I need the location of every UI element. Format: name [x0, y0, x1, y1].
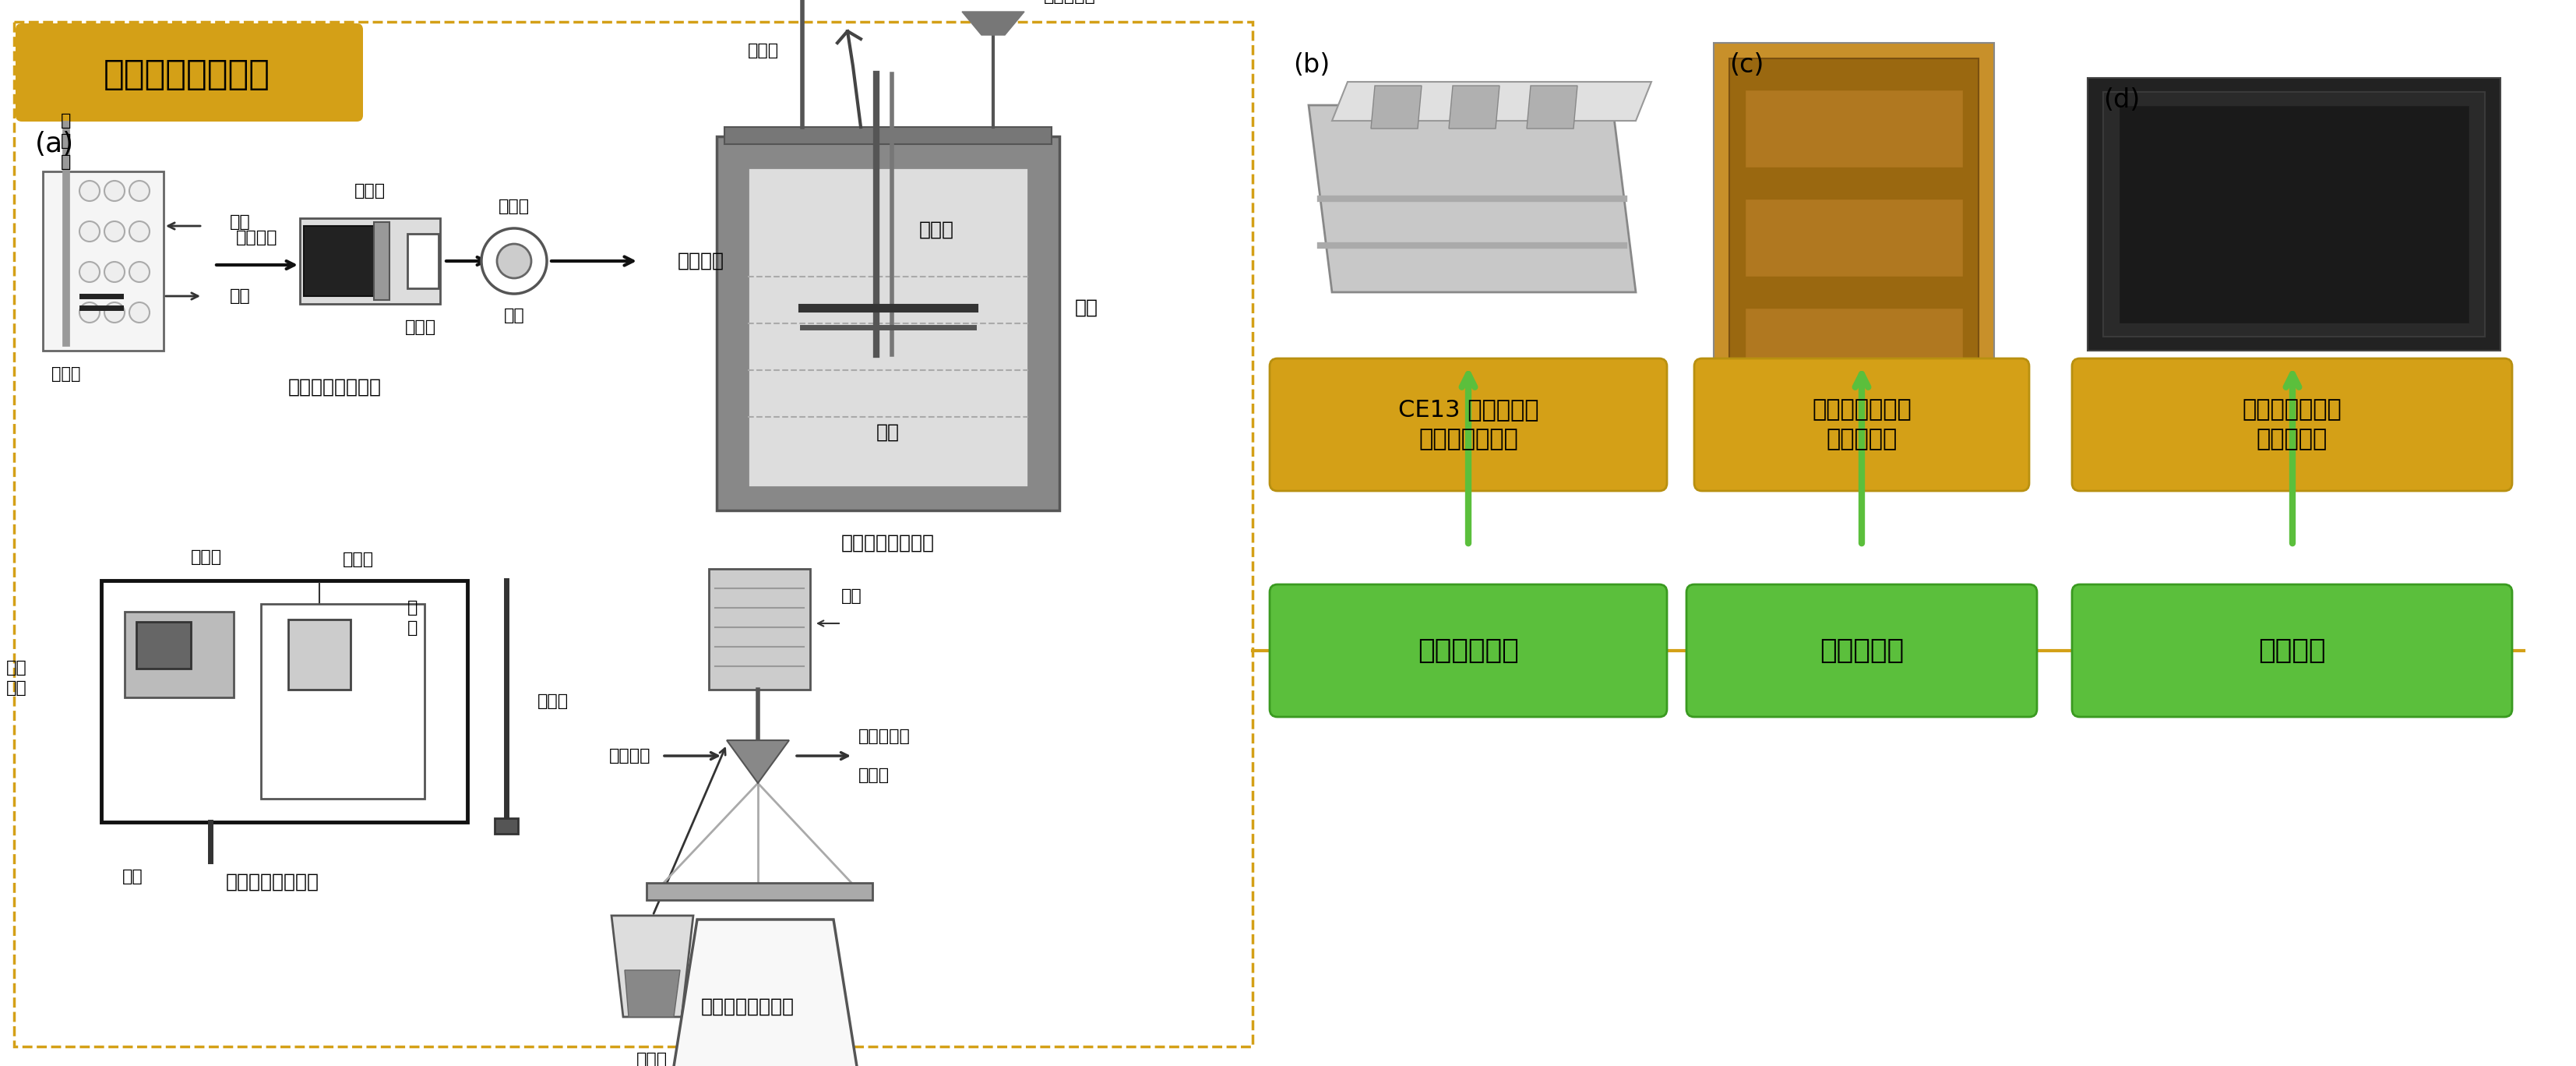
Polygon shape: [1332, 82, 1651, 120]
Text: 旋转轴: 旋转轴: [538, 694, 569, 709]
Text: 冷压成实: 冷压成实: [237, 230, 278, 245]
Text: 气体喷雾器: 气体喷雾器: [858, 728, 909, 744]
Bar: [1744, 308, 1963, 386]
Text: 机械成型: 机械成型: [677, 252, 724, 271]
Text: 粉末冶金法示意图: 粉末冶金法示意图: [289, 378, 381, 397]
Circle shape: [482, 228, 546, 294]
Text: 铝基复合材料制备: 铝基复合材料制备: [103, 58, 270, 91]
Bar: [647, 883, 873, 900]
Text: 出水: 出水: [229, 288, 250, 304]
Bar: [289, 619, 350, 690]
Text: 镀金后的铝基复
合材料盒体: 镀金后的铝基复 合材料盒体: [1811, 399, 1911, 451]
Bar: [100, 581, 466, 822]
Text: 混
合
样: 混 合 样: [62, 113, 72, 169]
Polygon shape: [1370, 85, 1422, 129]
Circle shape: [497, 244, 531, 278]
Text: 机械加工成型: 机械加工成型: [1417, 637, 1520, 664]
Circle shape: [129, 262, 149, 282]
Text: (b): (b): [1293, 52, 1329, 78]
Text: 熔体: 熔体: [842, 588, 863, 604]
Text: 挤压筒: 挤压筒: [355, 183, 386, 198]
Polygon shape: [726, 740, 788, 784]
Text: 搅拌棒: 搅拌棒: [52, 367, 80, 382]
Text: 激光封焊铝基复
合材料盒体: 激光封焊铝基复 合材料盒体: [2241, 399, 2342, 451]
Text: 盒体封装: 盒体封装: [2259, 637, 2326, 664]
Polygon shape: [1528, 85, 1577, 129]
Text: 搅拌铸造法示意图: 搅拌铸造法示意图: [842, 534, 935, 552]
Bar: [13, 21, 1252, 1047]
Text: (a): (a): [36, 131, 75, 158]
Polygon shape: [626, 970, 680, 1017]
Polygon shape: [961, 12, 1025, 35]
FancyBboxPatch shape: [2071, 584, 2512, 717]
FancyBboxPatch shape: [1695, 358, 2030, 491]
Text: (d): (d): [2102, 87, 2141, 113]
FancyBboxPatch shape: [1713, 43, 1994, 433]
Circle shape: [80, 303, 100, 323]
FancyBboxPatch shape: [2071, 358, 2512, 491]
Text: 加入增强体: 加入增强体: [1043, 0, 1095, 4]
Text: 进水: 进水: [229, 214, 250, 230]
Text: 热压: 热压: [505, 308, 526, 323]
Text: 喷口: 喷口: [121, 869, 142, 885]
Bar: [1744, 90, 1963, 167]
Circle shape: [80, 222, 100, 242]
Text: 热电偶: 热电偶: [343, 552, 374, 567]
FancyBboxPatch shape: [15, 23, 363, 122]
Circle shape: [80, 262, 100, 282]
FancyBboxPatch shape: [1270, 358, 1667, 491]
Bar: [1744, 198, 1963, 277]
Text: 搅拌器: 搅拌器: [920, 221, 953, 239]
Bar: [299, 219, 440, 304]
Text: CE13 合金制备的
雷达用封装外壳: CE13 合金制备的 雷达用封装外壳: [1399, 399, 1538, 451]
Polygon shape: [1448, 85, 1499, 129]
Text: (c): (c): [1728, 52, 1765, 78]
Text: 离心铸造法示意图: 离心铸造法示意图: [227, 873, 319, 891]
Bar: [407, 233, 438, 288]
Circle shape: [106, 181, 124, 201]
FancyBboxPatch shape: [2087, 78, 2501, 351]
Text: 喷射沉积法示意图: 喷射沉积法示意图: [701, 998, 793, 1016]
Bar: [44, 172, 165, 351]
Text: 热处理: 热处理: [500, 198, 531, 214]
Polygon shape: [611, 916, 693, 1017]
Text: 真空室: 真空室: [191, 549, 222, 565]
Bar: [2117, 106, 2470, 323]
Text: 增强体: 增强体: [636, 1052, 667, 1066]
Text: 熔体: 熔体: [876, 423, 899, 441]
Bar: [2102, 92, 2486, 337]
Text: 表面金属化: 表面金属化: [1819, 637, 1904, 664]
Bar: [495, 819, 518, 834]
Circle shape: [80, 181, 100, 201]
Circle shape: [106, 303, 124, 323]
Circle shape: [106, 222, 124, 242]
Text: 炉体: 炉体: [1074, 298, 1097, 318]
Circle shape: [129, 222, 149, 242]
Bar: [124, 612, 234, 697]
Circle shape: [106, 262, 124, 282]
FancyBboxPatch shape: [1278, 43, 1659, 332]
Bar: [747, 167, 1028, 487]
FancyBboxPatch shape: [1687, 584, 2038, 717]
FancyBboxPatch shape: [1270, 584, 1667, 717]
Text: 复合
材料: 复合 材料: [5, 660, 28, 696]
Bar: [137, 621, 191, 668]
Bar: [304, 226, 374, 296]
Bar: [260, 604, 425, 798]
Bar: [724, 127, 1051, 144]
Bar: [1728, 59, 1978, 417]
Circle shape: [129, 181, 149, 201]
Bar: [374, 222, 389, 300]
Polygon shape: [670, 920, 860, 1066]
Text: 挤压模: 挤压模: [404, 320, 435, 335]
Bar: [708, 569, 809, 690]
Circle shape: [129, 303, 149, 323]
Polygon shape: [1309, 106, 1636, 292]
Text: 坩
埚: 坩 埚: [407, 600, 417, 636]
Text: 雾化气体: 雾化气体: [608, 748, 649, 763]
Text: 热电偶: 热电偶: [747, 43, 778, 59]
Bar: [716, 136, 1059, 511]
Text: 沉积体: 沉积体: [858, 768, 889, 784]
